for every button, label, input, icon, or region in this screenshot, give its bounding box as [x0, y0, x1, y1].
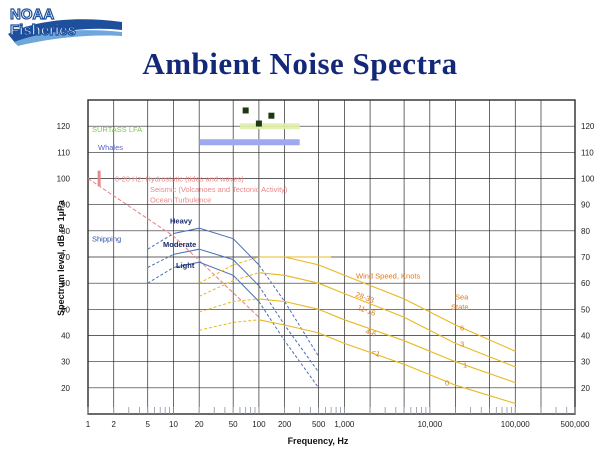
y-tick-label-right: 90	[581, 201, 590, 210]
turbulence-label: Ocean Turbulence	[150, 195, 211, 204]
surtass-marker	[242, 107, 249, 114]
heavy-label: Heavy	[170, 216, 193, 225]
slide-title: Ambient Noise Spectra	[142, 46, 458, 81]
moderate-label: Moderate	[163, 240, 196, 249]
seismic-label: Seismic (Volcanoes and Tectonic Activity…	[150, 185, 288, 194]
x-tick-label: 100	[252, 420, 266, 429]
whales-label: Whales	[98, 143, 123, 152]
shipping-series-line	[173, 248, 260, 287]
y-tick-label-right: 80	[581, 227, 590, 236]
shipping-label: Shipping	[92, 235, 121, 244]
sea-state-value: 3	[460, 339, 464, 348]
wind-series-dashed	[199, 319, 259, 331]
hydrostatic-label: 0-20 Hz: Hydrostatic (tides and waves)	[115, 175, 244, 184]
wind-series-line	[258, 272, 516, 368]
wind-series-dashed	[198, 256, 260, 284]
sea-state-value: 1	[463, 360, 467, 369]
shipping-series-dashed-start	[147, 253, 174, 268]
surtass-band	[239, 123, 300, 130]
wind-series-line	[258, 298, 516, 384]
shipping-series-line	[173, 227, 260, 266]
y-tick-label-right: 30	[581, 358, 590, 367]
sea-state-label-line1: Sea	[455, 292, 469, 301]
surtass-label: SURTASS LFA	[92, 125, 142, 134]
y-tick-label-right: 100	[581, 175, 595, 184]
x-tick-label: 500,000	[561, 420, 590, 429]
y-tick-label-right: 40	[581, 332, 590, 341]
noaa-fisheries-logo: NOAA Fisheries	[8, 5, 122, 46]
y-tick-label-left: 120	[57, 122, 71, 131]
x-tick-label: 1	[86, 420, 91, 429]
x-tick-label: 1,000	[334, 420, 355, 429]
light-label: Light	[176, 261, 195, 270]
logo-noaa-text: NOAA	[10, 6, 54, 23]
shipping-series-dashed-start	[147, 233, 174, 250]
x-axis-label: Frequency, Hz	[288, 436, 349, 446]
wind-speed-series-label: 28-33	[354, 290, 375, 305]
wind-series-line	[258, 319, 516, 405]
y-tick-label-left: 80	[61, 227, 70, 236]
y-tick-label-right: 110	[581, 148, 594, 157]
y-tick-label-left: 70	[61, 253, 70, 262]
wind-speed-label: Wind Speed, Knots	[356, 271, 420, 280]
x-tick-label: 100,000	[501, 420, 530, 429]
whales-band	[199, 139, 300, 146]
y-tick-label-left: 110	[57, 148, 70, 157]
wind-series-dashed	[199, 298, 259, 313]
y-tick-label-left: 100	[57, 175, 71, 184]
x-tick-label: 2	[111, 420, 116, 429]
surtass-marker	[255, 120, 262, 127]
y-tick-label-right: 20	[581, 384, 590, 393]
seismic-line	[87, 178, 260, 318]
wind-speed-series-label: <1	[370, 347, 381, 358]
y-tick-label-left: 30	[61, 358, 70, 367]
y-tick-label-left: 20	[61, 384, 70, 393]
x-tick-label: 10,000	[418, 420, 443, 429]
wind-speed-series-label: 4-6	[364, 327, 377, 339]
sea-state-value: 0	[445, 379, 449, 388]
logo-wave-icon	[8, 19, 122, 44]
x-tick-label: 5	[146, 420, 151, 429]
y-tick-label-right: 60	[581, 279, 590, 288]
shipping-series-dashed-start	[147, 267, 174, 284]
y-tick-label-right: 70	[581, 253, 590, 262]
shipping-series-line	[173, 261, 260, 302]
x-tick-label: 50	[229, 420, 238, 429]
x-tick-label: 500	[312, 420, 326, 429]
x-tick-label: 20	[195, 420, 204, 429]
y-axis-label: Spectrum level, dB re 1µPa	[56, 199, 66, 316]
shipping-series-dashed-end	[258, 285, 320, 373]
y-tick-label-left: 40	[61, 332, 70, 341]
y-tick-label-left: 60	[61, 279, 70, 288]
sea-state-value: 6	[460, 324, 464, 333]
x-tick-label: 200	[278, 420, 292, 429]
logo-fisheries-text: Fisheries	[10, 22, 76, 39]
y-tick-label-left: 90	[61, 201, 70, 210]
y-tick-label-right: 120	[581, 122, 595, 131]
surtass-marker	[268, 112, 275, 119]
shipping-series-dashed-end	[258, 301, 320, 389]
y-tick-label-left: 50	[61, 305, 70, 314]
y-tick-label-right: 50	[581, 305, 590, 314]
sea-state-label-line2: State	[451, 303, 469, 312]
wind-series-dashed	[198, 272, 260, 297]
shipping-series-dashed-end	[258, 264, 320, 357]
x-tick-label: 10	[169, 420, 178, 429]
